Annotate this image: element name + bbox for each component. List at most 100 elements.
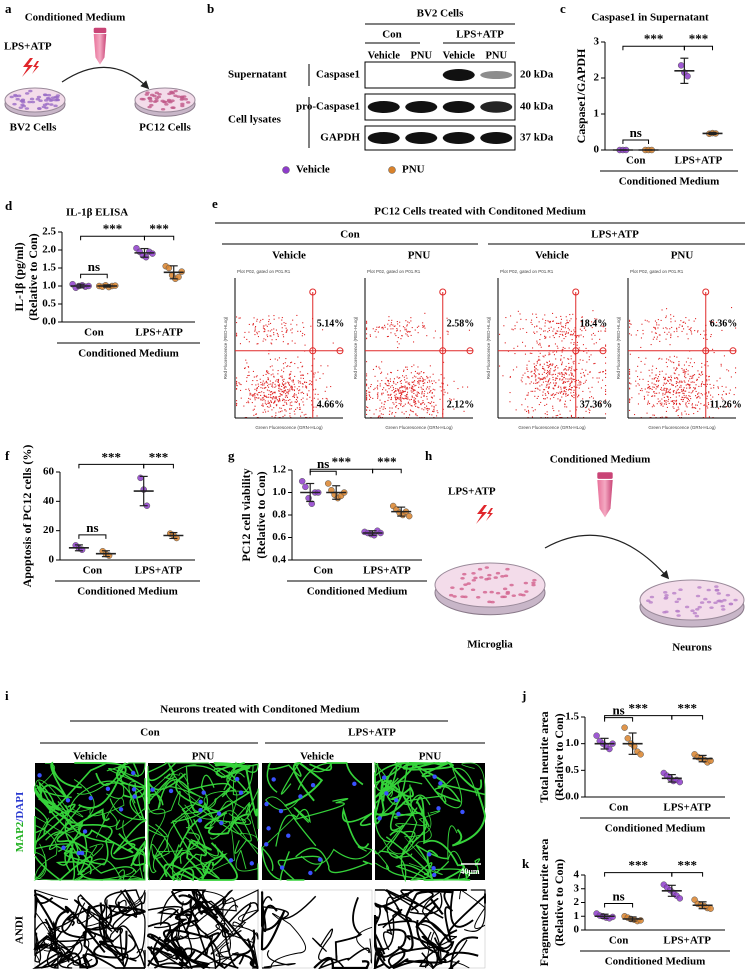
event-dot (556, 330, 558, 332)
event-dot (245, 388, 247, 390)
event-dot (403, 376, 405, 378)
stimulus-label: LPS+ATP (448, 486, 496, 498)
nucleus (381, 775, 387, 780)
event-dot (413, 390, 415, 392)
event-dot (299, 371, 301, 373)
event-dot (697, 370, 699, 372)
neurite (459, 889, 486, 929)
event-dot (422, 377, 424, 379)
data-point (624, 735, 632, 742)
event-dot (691, 404, 693, 406)
event-dot (288, 377, 290, 379)
event-dot (675, 410, 677, 412)
event-dot (397, 337, 399, 339)
event-dot (372, 368, 374, 370)
event-dot (444, 391, 446, 393)
event-dot (270, 383, 272, 385)
event-dot (687, 326, 689, 328)
event-dot (629, 353, 631, 355)
neurite (147, 933, 224, 968)
event-dot (398, 377, 400, 379)
event-dot (330, 386, 332, 388)
neurite (266, 762, 302, 793)
event-dot (669, 356, 671, 358)
event-dot (289, 415, 291, 417)
nucleus (168, 788, 174, 794)
x-tick-label: Con (626, 155, 646, 167)
neurite (385, 889, 439, 914)
event-dot (255, 326, 257, 328)
band (480, 70, 513, 80)
event-dot (693, 320, 695, 322)
event-dot (563, 391, 565, 393)
event-dot (670, 337, 672, 339)
event-dot (260, 381, 262, 383)
event-dot (418, 407, 420, 409)
event-dot (256, 388, 258, 390)
event-dot (665, 416, 667, 418)
event-dot (550, 382, 552, 384)
cell (466, 582, 471, 585)
event-dot (270, 391, 272, 393)
event-dot (384, 401, 386, 403)
event-dot (567, 394, 569, 396)
event-dot (557, 398, 559, 400)
event-dot (563, 380, 565, 382)
event-dot (544, 378, 546, 380)
event-dot (581, 368, 583, 370)
event-dot (301, 366, 303, 368)
event-dot (447, 333, 449, 335)
event-dot (678, 408, 680, 410)
event-dot (398, 392, 400, 394)
event-dot (669, 360, 671, 362)
event-dot (267, 371, 269, 373)
event-dot (570, 358, 572, 360)
y-tick-label: 0.0 (42, 316, 56, 328)
event-dot (536, 397, 538, 399)
event-dot (697, 330, 699, 332)
event-dot (544, 337, 546, 339)
event-dot (412, 387, 414, 389)
event-dot (685, 317, 687, 319)
event-dot (717, 387, 719, 389)
cell (676, 597, 682, 601)
event-dot (393, 388, 395, 390)
event-dot (703, 330, 705, 332)
event-dot (573, 389, 575, 391)
event-dot (430, 403, 432, 405)
event-dot (646, 391, 648, 393)
event-dot (713, 384, 715, 386)
event-dot (664, 331, 666, 333)
neurite (318, 947, 370, 969)
event-dot (598, 377, 600, 379)
gate-handle (729, 347, 737, 355)
event-dot (403, 391, 405, 393)
significance-label: *** (149, 221, 169, 236)
cell (18, 106, 23, 109)
y-tick-label: 0.4 (272, 554, 286, 566)
event-dot (545, 372, 547, 374)
x-tick-label: Con (84, 327, 104, 339)
significance-label: ns (612, 888, 624, 903)
event-dot (320, 365, 322, 367)
event-dot (440, 390, 442, 392)
event-dot (694, 330, 696, 332)
event-dot (682, 388, 684, 390)
nucleus (82, 829, 88, 834)
event-dot (689, 375, 691, 377)
event-dot (710, 336, 712, 338)
event-dot (387, 335, 389, 337)
event-dot (404, 379, 406, 381)
cell (684, 605, 690, 609)
event-dot (576, 379, 578, 381)
event-dot (583, 327, 585, 329)
data-point (405, 512, 413, 520)
event-dot (658, 358, 660, 360)
event-dot (570, 370, 572, 372)
event-dot (516, 366, 518, 368)
cell (179, 98, 185, 101)
event-dot (580, 383, 582, 385)
event-dot (399, 400, 401, 402)
event-dot (550, 394, 552, 396)
event-dot (402, 390, 404, 392)
